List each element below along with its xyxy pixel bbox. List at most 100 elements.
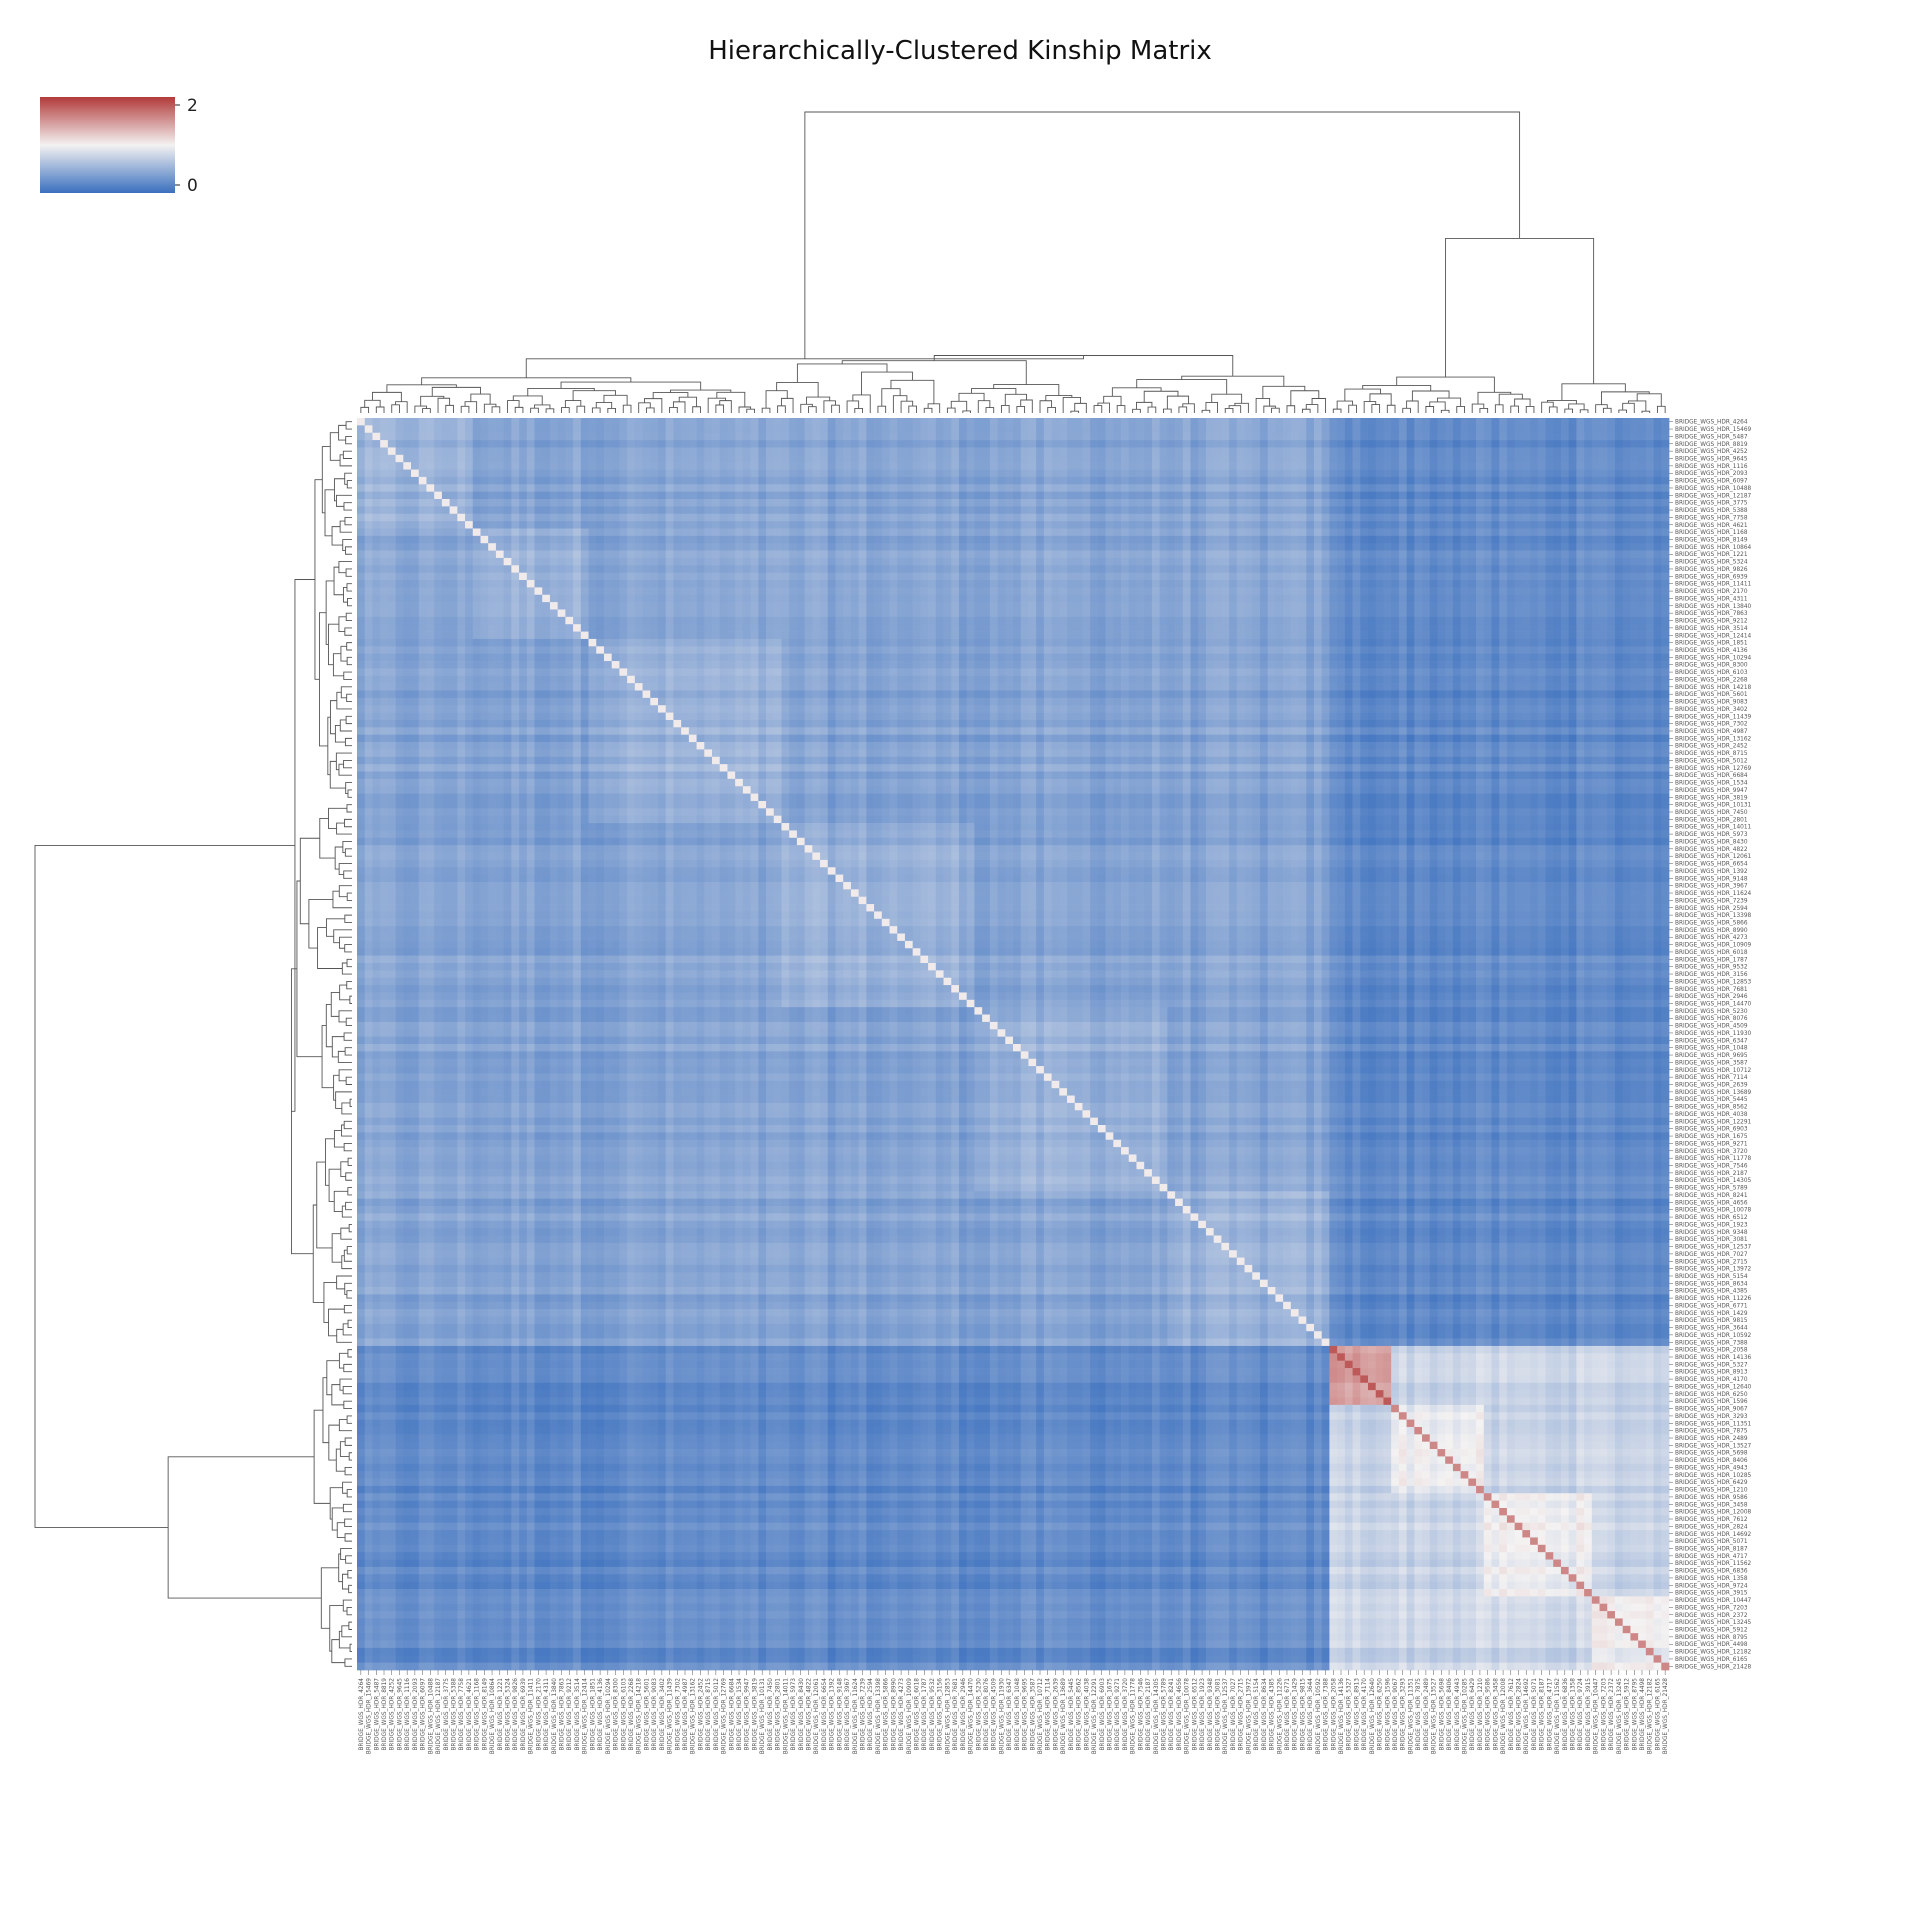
heatmap-cell: [720, 632, 728, 640]
heatmap-cell: [1013, 558, 1021, 566]
heatmap-cell: [1005, 602, 1013, 610]
heatmap-cell: [712, 440, 720, 448]
heatmap-cell: [1322, 455, 1330, 463]
heatmap-cell: [1391, 595, 1399, 603]
heatmap-cell: [1268, 514, 1276, 522]
heatmap-cell: [1191, 477, 1199, 485]
heatmap-cell: [920, 418, 928, 426]
heatmap-cell: [998, 573, 1006, 581]
heatmap-cell: [905, 573, 913, 581]
heatmap-cell: [1383, 433, 1391, 441]
heatmap-cell: [928, 602, 936, 610]
heatmap-cell: [820, 580, 828, 588]
heatmap-cell: [1113, 528, 1121, 536]
heatmap-cell: [1299, 624, 1307, 632]
heatmap-cell: [758, 455, 766, 463]
heatmap-cell: [550, 492, 558, 500]
heatmap-cell: [1098, 418, 1106, 426]
heatmap-cell: [1476, 617, 1484, 625]
heatmap-cell: [967, 565, 975, 573]
heatmap-cell: [1082, 580, 1090, 588]
heatmap-cell: [1214, 425, 1222, 433]
heatmap-cell: [1314, 477, 1322, 485]
heatmap-cell: [1314, 521, 1322, 529]
heatmap-cell: [1654, 624, 1662, 632]
heatmap-cell: [1306, 514, 1314, 522]
heatmap-cell: [1592, 580, 1600, 588]
heatmap-cell: [372, 447, 380, 455]
heatmap-cell: [974, 551, 982, 559]
heatmap-cell: [1175, 602, 1183, 610]
heatmap-cell: [1345, 558, 1353, 566]
heatmap-cell: [1021, 521, 1029, 529]
heatmap-cell: [681, 506, 689, 514]
heatmap-cell: [928, 477, 936, 485]
heatmap-cell: [1507, 425, 1515, 433]
heatmap-cell: [1136, 470, 1144, 478]
heatmap-cell: [820, 528, 828, 536]
heatmap-cell: [1160, 477, 1168, 485]
heatmap-cell: [1098, 440, 1106, 448]
heatmap-cell: [951, 528, 959, 536]
heatmap-cell: [357, 506, 365, 514]
heatmap-cell: [1430, 462, 1438, 470]
heatmap-cell: [589, 462, 597, 470]
heatmap-cell: [589, 573, 597, 581]
heatmap-cell: [1214, 573, 1222, 581]
heatmap-cell: [1090, 484, 1098, 492]
heatmap-cell: [1306, 484, 1314, 492]
heatmap-cell: [411, 632, 419, 640]
heatmap-cell: [1167, 462, 1175, 470]
heatmap-cell: [1075, 506, 1083, 514]
heatmap-cell: [1553, 543, 1561, 551]
heatmap-cell: [1090, 536, 1098, 544]
heatmap-cell: [936, 462, 944, 470]
heatmap-cell: [1499, 602, 1507, 610]
heatmap-cell: [990, 477, 998, 485]
heatmap-cell: [1160, 558, 1168, 566]
heatmap-cell: [619, 462, 627, 470]
heatmap-cell: [1167, 455, 1175, 463]
heatmap-cell: [480, 521, 488, 529]
heatmap-cell: [1206, 484, 1214, 492]
heatmap-cell: [727, 492, 735, 500]
heatmap-cell: [758, 484, 766, 492]
heatmap-cell: [1661, 514, 1669, 522]
heatmap-cell: [1661, 551, 1669, 559]
heatmap-cell: [1245, 506, 1253, 514]
heatmap-cell: [1275, 624, 1283, 632]
heatmap-cell: [496, 632, 504, 640]
heatmap-cell: [1615, 499, 1623, 507]
heatmap-cell: [558, 499, 566, 507]
heatmap-cell: [589, 506, 597, 514]
heatmap-cell: [1268, 528, 1276, 536]
heatmap-cell: [1021, 528, 1029, 536]
heatmap-cell: [434, 536, 442, 544]
heatmap-cell: [743, 477, 751, 485]
heatmap-cell: [697, 433, 705, 441]
heatmap-cell: [1445, 617, 1453, 625]
heatmap-cell: [488, 433, 496, 441]
heatmap-cell: [1368, 477, 1376, 485]
heatmap-cell: [1453, 492, 1461, 500]
heatmap-cell: [396, 499, 404, 507]
heatmap-cell: [519, 455, 527, 463]
heatmap-cell: [851, 580, 859, 588]
heatmap-cell: [612, 470, 620, 478]
heatmap-cell: [936, 528, 944, 536]
heatmap-cell: [473, 484, 481, 492]
heatmap-cell: [1607, 543, 1615, 551]
heatmap-cell: [535, 440, 543, 448]
heatmap-cell: [681, 528, 689, 536]
heatmap-cell: [1098, 543, 1106, 551]
heatmap-cell: [1090, 455, 1098, 463]
heatmap-cell: [1129, 587, 1137, 595]
heatmap-cell: [504, 514, 512, 522]
heatmap-cell: [365, 418, 373, 426]
heatmap-cell: [859, 624, 867, 632]
heatmap-cell: [1515, 543, 1523, 551]
heatmap-cell: [480, 587, 488, 595]
heatmap-cell: [828, 499, 836, 507]
heatmap-cell: [920, 514, 928, 522]
heatmap-cell: [666, 580, 674, 588]
